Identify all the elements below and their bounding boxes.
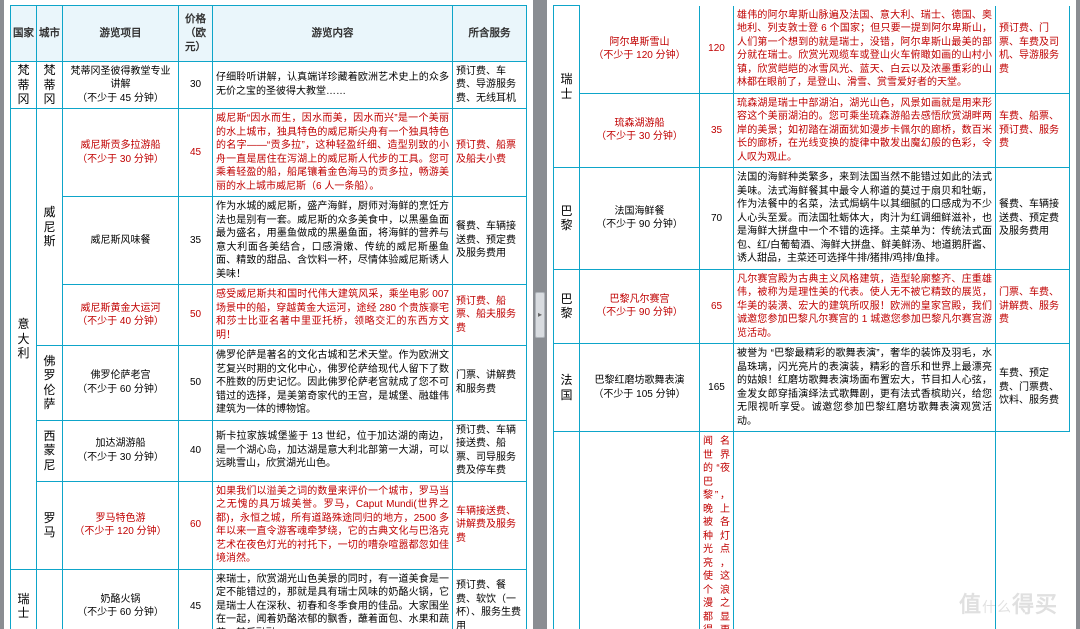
cell-item: 罗马特色游（不少于 120 分钟） bbox=[63, 481, 179, 569]
table-row: 威尼斯风味餐35作为水城的威尼斯，盛产海鲜，厨师对海鲜的烹饪方法也是别有一套。威… bbox=[11, 197, 527, 285]
cell-item: 佛罗伦萨老宫（不少于 60 分钟） bbox=[63, 346, 179, 421]
cell-city: 西蒙尼 bbox=[37, 420, 63, 481]
cell-item: 威尼斯贡多拉游船（不少于 30 分钟） bbox=[63, 109, 179, 197]
cell-city: 巴黎 bbox=[554, 269, 580, 344]
cell-content: 斯卡拉家族城堡鉴于 13 世纪，位于加达湖的南边，是一个湖心岛，加达湖是意大利北… bbox=[213, 420, 453, 481]
table-row: 巴黎巴黎凡尔赛宫（不少于 90 分钟）65凡尔赛宫殿为古典主义风格建筑，造型轮廓… bbox=[554, 269, 1070, 344]
cell-price: 30 bbox=[179, 61, 213, 109]
table-row: 瑞士奶酪火锅（不少于 60 分钟）45来瑞士，欣赏湖光山色美景的同时，有一道美食… bbox=[11, 569, 527, 629]
cell-service: 餐费、车辆接送费、预定费及服务费用 bbox=[453, 197, 527, 285]
table-row: 巴黎特色游（不少于 120 分钟）60闻名世界的 “夜巴黎”，晚上被各种灯光点亮… bbox=[554, 432, 1070, 629]
tour-table-left: 国家 城市 游览项目 价格（欧元） 游览内容 所含服务 梵蒂冈梵蒂冈梵蒂冈圣彼得… bbox=[10, 5, 527, 629]
cell-country: 梵蒂冈 bbox=[11, 61, 37, 109]
hdr-price: 价格（欧元） bbox=[179, 6, 213, 62]
cell-price: 65 bbox=[700, 269, 734, 344]
cell-service: 门票、讲解费和服务费 bbox=[453, 346, 527, 421]
cell-content: 琉森湖是瑞士中部湖泊，湖光山色，风景如画就是用来形容这个美丽湖泊的。您可乘坐琉森… bbox=[734, 93, 996, 168]
cell-price: 60 bbox=[580, 432, 700, 629]
cell-item: 法国海鲜餐（不少于 90 分钟） bbox=[580, 168, 700, 270]
cell-price: 60 bbox=[179, 481, 213, 569]
cell-content: 法国的海鲜种类繁多，来到法国当然不能错过如此的法式美味。法式海鲜餐其中最令人称道… bbox=[734, 168, 996, 270]
cell-service: 餐费、车辆接送费、预定费及服务费用 bbox=[996, 168, 1070, 270]
cell-content: 来瑞士，欣赏湖光山色美景的同时，有一道美食是一定不能错过的，那就是具有瑞士风味的… bbox=[213, 569, 453, 629]
cell-city: 瑞士 bbox=[554, 6, 580, 168]
cell-item: 奶酪火锅（不少于 60 分钟） bbox=[63, 569, 179, 629]
cell-content: 感受威尼斯共和国时代伟大建筑风采，乘坐电影 007 场景中的船，穿越黄金大运河，… bbox=[213, 285, 453, 346]
tour-table-right: 瑞士阿尔卑斯雪山（不少于 120 分钟）120雄伟的阿尔卑斯山脉遍及法国、意大利… bbox=[553, 5, 1070, 629]
cell-item: 梵蒂冈圣彼得教堂专业讲解（不少于 45 分钟） bbox=[63, 61, 179, 109]
cell-content: 凡尔赛宫殿为古典主义风格建筑，造型轮廓整齐、庄重雄伟，被称为是理性美的代表。使人… bbox=[734, 269, 996, 344]
hdr-service: 所含服务 bbox=[453, 6, 527, 62]
cell-price: 165 bbox=[700, 344, 734, 432]
cell-service: 预订费、车费、导游服务费、无线耳机 bbox=[453, 61, 527, 109]
table-row: 意大利威尼斯威尼斯贡多拉游船（不少于 30 分钟）45威尼斯“因水而生，因水而美… bbox=[11, 109, 527, 197]
cell-item: 巴黎特色游（不少于 120 分钟） bbox=[554, 432, 580, 629]
cell-service: 预订费、门票、车费及司机、导游服务费 bbox=[996, 6, 1070, 94]
cell-country: 意大利 bbox=[11, 109, 37, 570]
cell-city: 佛罗伦萨 bbox=[37, 346, 63, 421]
table-row: 佛罗伦萨佛罗伦萨老宫（不少于 60 分钟）50佛罗伦萨是著名的文化古城和艺术天堂… bbox=[11, 346, 527, 421]
cell-item: 加达湖游船（不少于 30 分钟） bbox=[63, 420, 179, 481]
cell-item: 威尼斯黄金大运河（不少于 40 分钟） bbox=[63, 285, 179, 346]
cell-price: 120 bbox=[700, 6, 734, 94]
cell-service: 车费、讲解费、服务费 bbox=[734, 432, 996, 629]
hdr-city: 城市 bbox=[37, 6, 63, 62]
cell-city: 法国 bbox=[554, 344, 580, 432]
cell-service: 车费、预定费、门票费、饮料、服务费 bbox=[996, 344, 1070, 432]
cell-service: 预订费、船票及船夫小费 bbox=[453, 109, 527, 197]
cell-content: 闻名世界的 “夜巴黎”，晚上被各种灯光点亮，使这个浪漫之都显得更加婀娜多姿，让人… bbox=[700, 432, 734, 629]
page-divider-handle[interactable]: ▸ bbox=[535, 292, 545, 338]
cell-price: 35 bbox=[700, 93, 734, 168]
cell-service: 预订费、餐费、软饮（一杯）、服务生费用 bbox=[453, 569, 527, 629]
table-row: 威尼斯黄金大运河（不少于 40 分钟）50感受威尼斯共和国时代伟大建筑风采，乘坐… bbox=[11, 285, 527, 346]
cell-content: 佛罗伦萨是著名的文化古城和艺术天堂。作为欧洲文艺复兴时期的文化中心，佛罗伦萨给现… bbox=[213, 346, 453, 421]
cell-price: 45 bbox=[179, 109, 213, 197]
cell-content: 被誉为 “巴黎最精彩的歌舞表演”，奢华的装饰及羽毛，水晶珠璃，闪光亮片的表演装，… bbox=[734, 344, 996, 432]
cell-city: 梵蒂冈 bbox=[37, 61, 63, 109]
table-row: 瑞士阿尔卑斯雪山（不少于 120 分钟）120雄伟的阿尔卑斯山脉遍及法国、意大利… bbox=[554, 6, 1070, 94]
cell-price: 35 bbox=[179, 197, 213, 285]
cell-price: 50 bbox=[179, 285, 213, 346]
cell-price: 40 bbox=[179, 420, 213, 481]
table-row: 西蒙尼加达湖游船（不少于 30 分钟）40斯卡拉家族城堡鉴于 13 世纪，位于加… bbox=[11, 420, 527, 481]
hdr-item: 游览项目 bbox=[63, 6, 179, 62]
cell-content: 如果我们以溢美之词的数量来评价一个城市，罗马当之无愧的具万城美誉。罗马，Capu… bbox=[213, 481, 453, 569]
hdr-country: 国家 bbox=[11, 6, 37, 62]
cell-city: 威尼斯 bbox=[37, 109, 63, 346]
cell-service: 预订费、船票、船夫服务费 bbox=[453, 285, 527, 346]
cell-price: 70 bbox=[700, 168, 734, 270]
table-row: 巴黎法国海鲜餐（不少于 90 分钟）70法国的海鲜种类繁多，来到法国当然不能错过… bbox=[554, 168, 1070, 270]
cell-item: 阿尔卑斯雪山（不少于 120 分钟） bbox=[580, 6, 700, 94]
cell-service: 门票、车费、讲解费、服务费 bbox=[996, 269, 1070, 344]
cell-content: 作为水城的威尼斯，盛产海鲜，厨师对海鲜的烹饪方法也是别有一套。威尼斯的众多美食中… bbox=[213, 197, 453, 285]
table-row: 法国巴黎红磨坊歌舞表演（不少于 105 分钟）165被誉为 “巴黎最精彩的歌舞表… bbox=[554, 344, 1070, 432]
cell-country: 瑞士 bbox=[11, 569, 37, 629]
cell-service: 车辆接送费、讲解费及服务费 bbox=[453, 481, 527, 569]
cell-item: 威尼斯风味餐 bbox=[63, 197, 179, 285]
page-left: 国家 城市 游览项目 价格（欧元） 游览内容 所含服务 梵蒂冈梵蒂冈梵蒂冈圣彼得… bbox=[4, 0, 533, 629]
cell-content: 威尼斯“因水而生，因水而美，因水而兴”是一个美丽的水上城市，独具特色的威尼斯尖舟… bbox=[213, 109, 453, 197]
cell-city: 巴黎 bbox=[554, 168, 580, 270]
cell-item: 巴黎红磨坊歌舞表演（不少于 105 分钟） bbox=[580, 344, 700, 432]
page-right: 瑞士阿尔卑斯雪山（不少于 120 分钟）120雄伟的阿尔卑斯山脉遍及法国、意大利… bbox=[547, 0, 1076, 629]
table-row: 罗马罗马特色游（不少于 120 分钟）60如果我们以溢美之词的数量来评价一个城市… bbox=[11, 481, 527, 569]
cell-service: 预订费、车辆接送费、船票、司导服务费及停车费 bbox=[453, 420, 527, 481]
hdr-content: 游览内容 bbox=[213, 6, 453, 62]
cell-content: 雄伟的阿尔卑斯山脉遍及法国、意大利、瑞士、德国、奥地利、列支敦士登 6 个国家；… bbox=[734, 6, 996, 94]
cell-price: 50 bbox=[179, 346, 213, 421]
cell-content: 仔细聆听讲解，认真端详珍藏着欧洲艺术史上的众多无价之宝的圣彼得大教堂…… bbox=[213, 61, 453, 109]
table-row: 梵蒂冈梵蒂冈梵蒂冈圣彼得教堂专业讲解（不少于 45 分钟）30仔细聆听讲解，认真… bbox=[11, 61, 527, 109]
cell-item: 琉森湖游船（不少于 30 分钟） bbox=[580, 93, 700, 168]
cell-service: 车费、船票、预订费、服务费 bbox=[996, 93, 1070, 168]
cell-price: 45 bbox=[179, 569, 213, 629]
cell-city: 罗马 bbox=[37, 481, 63, 569]
table-row: 琉森湖游船（不少于 30 分钟）35琉森湖是瑞士中部湖泊，湖光山色，风景如画就是… bbox=[554, 93, 1070, 168]
cell-item: 巴黎凡尔赛宫（不少于 90 分钟） bbox=[580, 269, 700, 344]
cell-city bbox=[37, 569, 63, 629]
